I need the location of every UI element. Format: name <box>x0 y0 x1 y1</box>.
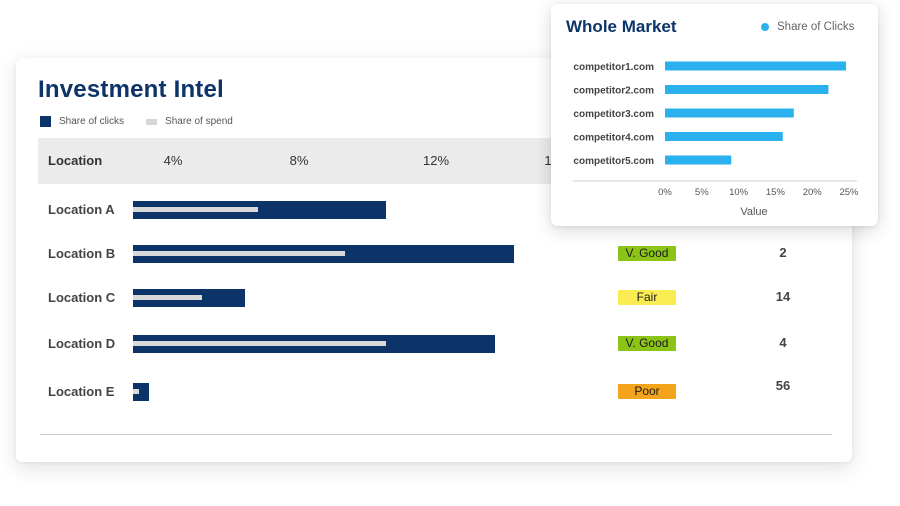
category-label: competitor3.com <box>573 109 654 120</box>
popup-title: Whole Market <box>566 17 677 36</box>
legend-clicks: Share of clicks <box>40 116 124 127</box>
whole-market-popup: Whole Market Share of Clicks competitor1… <box>551 4 878 226</box>
spend-bar <box>133 295 202 300</box>
rank-value: 14 <box>775 289 791 304</box>
rating-badge: V. Good <box>618 246 676 261</box>
market-bar <box>665 108 794 118</box>
x-tick-label: 15% <box>766 187 786 198</box>
bottom-divider <box>40 434 832 435</box>
category-label: competitor4.com <box>573 133 654 144</box>
header-tick: 1 <box>544 153 552 168</box>
market-bar <box>665 132 783 141</box>
spend-bar <box>133 389 140 394</box>
row-label: Location B <box>48 246 116 261</box>
legend-spend-swatch <box>146 118 158 125</box>
x-tick-label: 5% <box>695 187 709 198</box>
rating-badge: Poor <box>618 384 676 399</box>
row-label: Location E <box>48 384 115 399</box>
row-label: Location C <box>48 290 116 305</box>
legend-clicks-label: Share of clicks <box>59 116 125 127</box>
legend-clicks-swatch <box>40 116 51 127</box>
whole-market-chart: competitor1.com competitor2.com competitor… <box>573 61 859 218</box>
x-tick-label: 0% <box>658 187 672 198</box>
header-location-label: Location <box>48 153 103 168</box>
clicks-bar <box>133 383 149 401</box>
category-label: competitor1.com <box>573 62 654 73</box>
market-bar <box>665 155 732 165</box>
rank-value: 2 <box>779 245 787 260</box>
popup-legend-label: Share of Clicks <box>777 21 855 33</box>
header-tick: 12% <box>422 153 450 168</box>
market-bar <box>665 61 847 71</box>
rank-value: 4 <box>779 335 787 350</box>
legend-spend-label: Share of spend <box>165 116 233 127</box>
row-label: Location A <box>48 202 115 217</box>
header-tick: 4% <box>163 153 183 168</box>
spend-bar <box>133 341 386 346</box>
category-label: competitor5.com <box>573 156 654 167</box>
legend-dot-icon <box>761 23 769 31</box>
market-bar <box>665 85 829 94</box>
category-label: competitor2.com <box>573 86 654 97</box>
card-title: Investment Intel <box>38 76 224 103</box>
x-axis-title: Value <box>740 206 767 218</box>
x-tick-label: 25% <box>839 187 859 198</box>
rating-badge: V. Good <box>618 336 676 351</box>
popup-legend: Share of Clicks <box>761 21 854 33</box>
spend-bar <box>133 251 346 256</box>
row-label: Location D <box>48 336 116 351</box>
rating-badge: Fair <box>618 290 676 305</box>
legend: Share of clicks Share of spend <box>40 116 255 127</box>
rank-value: 56 <box>775 378 791 393</box>
header-tick: 8% <box>289 153 309 168</box>
x-tick-label: 10% <box>729 187 749 198</box>
legend-spend: Share of spend <box>146 116 233 127</box>
clicks-bar <box>133 201 386 219</box>
x-tick-label: 20% <box>803 187 823 198</box>
spend-bar <box>133 207 258 212</box>
